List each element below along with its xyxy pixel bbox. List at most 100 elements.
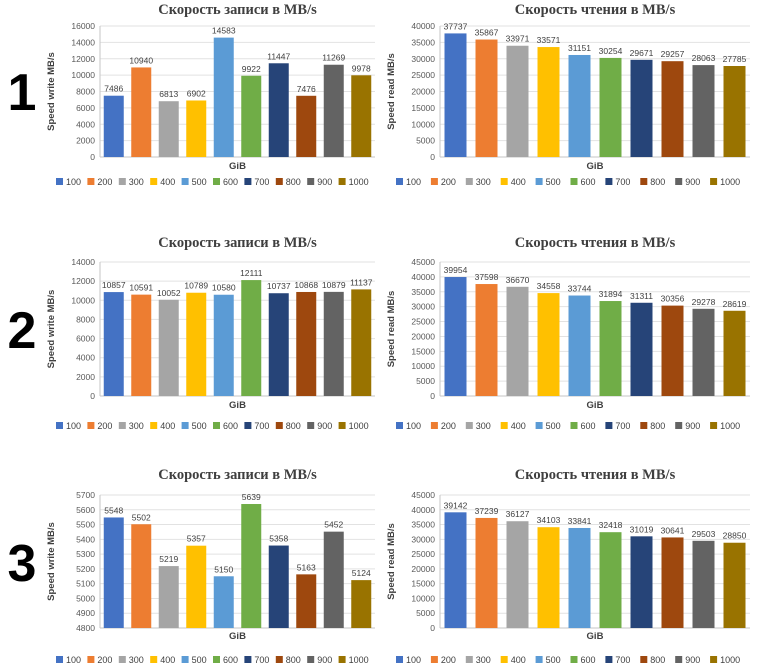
y-tick-label: 5000 bbox=[416, 608, 435, 618]
legend-label-500: 500 bbox=[192, 177, 207, 187]
bar-value-label: 10789 bbox=[184, 281, 208, 291]
bar-value-label: 31894 bbox=[599, 289, 623, 299]
bar-value-label: 5163 bbox=[297, 562, 316, 572]
bar-600 bbox=[599, 532, 622, 628]
bar-1000 bbox=[723, 542, 746, 628]
legend-marker-200 bbox=[430, 422, 438, 429]
y-axis-title: Speed write MB/s bbox=[46, 522, 57, 601]
y-tick-label: 2000 bbox=[76, 136, 95, 146]
legend-marker-300 bbox=[118, 178, 126, 185]
y-axis-title: Speed read MB/s bbox=[386, 523, 397, 600]
legend-label-1000: 1000 bbox=[349, 421, 369, 431]
legend-label-200: 200 bbox=[441, 655, 456, 665]
y-axis-title: Speed read MB/s bbox=[386, 291, 397, 368]
bar-value-label: 33744 bbox=[568, 284, 592, 294]
y-tick-label: 15000 bbox=[411, 346, 435, 356]
bar-300 bbox=[506, 521, 529, 628]
x-axis-title: GiB bbox=[229, 161, 246, 172]
bar-700 bbox=[268, 545, 289, 628]
bar-value-label: 5358 bbox=[269, 534, 288, 544]
bar-value-label: 37598 bbox=[475, 272, 499, 282]
y-tick-label: 0 bbox=[430, 391, 435, 401]
y-tick-label: 16000 bbox=[71, 21, 95, 31]
bar-value-label: 7476 bbox=[297, 84, 316, 94]
legend-label-200: 200 bbox=[97, 177, 112, 187]
legend-marker-300 bbox=[118, 422, 126, 429]
legend-label-300: 300 bbox=[476, 421, 491, 431]
bar-value-label: 9922 bbox=[242, 64, 261, 74]
y-tick-label: 5700 bbox=[76, 490, 95, 500]
legend-marker-700 bbox=[605, 656, 613, 663]
legend-label-400: 400 bbox=[160, 655, 175, 665]
bar-400 bbox=[537, 47, 560, 157]
bar-value-label: 9978 bbox=[352, 63, 371, 73]
legend-label-700: 700 bbox=[254, 177, 269, 187]
y-tick-label: 5300 bbox=[76, 549, 95, 559]
y-tick-label: 5200 bbox=[76, 564, 95, 574]
bar-value-label: 10737 bbox=[267, 281, 291, 291]
bar-value-label: 12111 bbox=[240, 268, 263, 278]
bar-700 bbox=[630, 536, 653, 628]
bar-600 bbox=[241, 504, 262, 628]
y-axis-title: Speed read MB/s bbox=[386, 53, 397, 130]
bar-value-label: 35867 bbox=[475, 28, 499, 38]
bar-200 bbox=[131, 294, 152, 396]
y-axis-title: Speed write MB/s bbox=[46, 290, 57, 369]
y-tick-label: 10000 bbox=[71, 70, 95, 80]
bar-value-label: 34103 bbox=[537, 515, 561, 525]
y-tick-label: 4800 bbox=[76, 623, 95, 633]
legend-label-200: 200 bbox=[441, 421, 456, 431]
bar-value-label: 10580 bbox=[212, 283, 236, 293]
legend-marker-100 bbox=[396, 656, 403, 663]
row-label-1: 1 bbox=[7, 63, 37, 122]
bar-value-label: 10879 bbox=[322, 280, 346, 290]
y-tick-label: 20000 bbox=[411, 564, 435, 574]
legend-label-100: 100 bbox=[66, 421, 81, 431]
bar-chart-svg: Скорость записи в MB/s 0 2000 4000 6000 8000 1… bbox=[46, 2, 375, 187]
legend-marker-600 bbox=[213, 178, 220, 185]
bar-100 bbox=[103, 95, 124, 157]
y-tick-label: 4000 bbox=[76, 353, 95, 363]
bar-value-label: 29503 bbox=[692, 529, 716, 539]
legend-marker-800 bbox=[640, 178, 648, 185]
legend-label-400: 400 bbox=[511, 177, 526, 187]
y-tick-label: 12000 bbox=[71, 54, 95, 64]
bar-value-label: 11137 bbox=[350, 277, 373, 287]
y-tick-label: 0 bbox=[430, 152, 435, 162]
y-tick-label: 40000 bbox=[411, 272, 435, 282]
bar-value-label: 5150 bbox=[214, 564, 233, 574]
legend-marker-400 bbox=[500, 656, 508, 663]
legend-marker-700 bbox=[605, 422, 613, 429]
bar-value-label: 34558 bbox=[537, 281, 561, 291]
bar-value-label: 33571 bbox=[537, 35, 561, 45]
bar-100 bbox=[103, 517, 124, 628]
bar-600 bbox=[241, 280, 262, 396]
bar-value-label: 10052 bbox=[157, 288, 181, 298]
bar-chart-svg: Скорость чтения в MB/s 0 5000 10000 15000 200… bbox=[386, 235, 750, 431]
bar-900 bbox=[692, 540, 715, 628]
legend-marker-300 bbox=[118, 656, 126, 663]
y-tick-label: 25000 bbox=[411, 317, 435, 327]
bar-300 bbox=[158, 299, 179, 396]
y-tick-label: 10000 bbox=[411, 593, 435, 603]
y-tick-label: 35000 bbox=[411, 37, 435, 47]
bar-value-label: 28850 bbox=[723, 531, 747, 541]
x-axis-title: GiB bbox=[587, 400, 604, 411]
y-tick-label: 20000 bbox=[411, 87, 435, 97]
legend-marker-500 bbox=[181, 422, 189, 429]
legend-marker-400 bbox=[150, 422, 158, 429]
bar-value-label: 29278 bbox=[692, 297, 716, 307]
legend-label-400: 400 bbox=[511, 655, 526, 665]
legend-marker-100 bbox=[396, 422, 403, 429]
legend-label-300: 300 bbox=[129, 177, 144, 187]
bar-value-label: 5219 bbox=[159, 554, 178, 564]
bar-900 bbox=[692, 65, 715, 157]
legend-label-200: 200 bbox=[441, 177, 456, 187]
y-tick-label: 25000 bbox=[411, 70, 435, 80]
chart-title: Скорость записи в MB/s bbox=[158, 467, 317, 483]
bar-800 bbox=[661, 305, 684, 396]
legend-marker-400 bbox=[150, 656, 158, 663]
legend-marker-800 bbox=[275, 178, 283, 185]
bar-800 bbox=[296, 291, 317, 396]
